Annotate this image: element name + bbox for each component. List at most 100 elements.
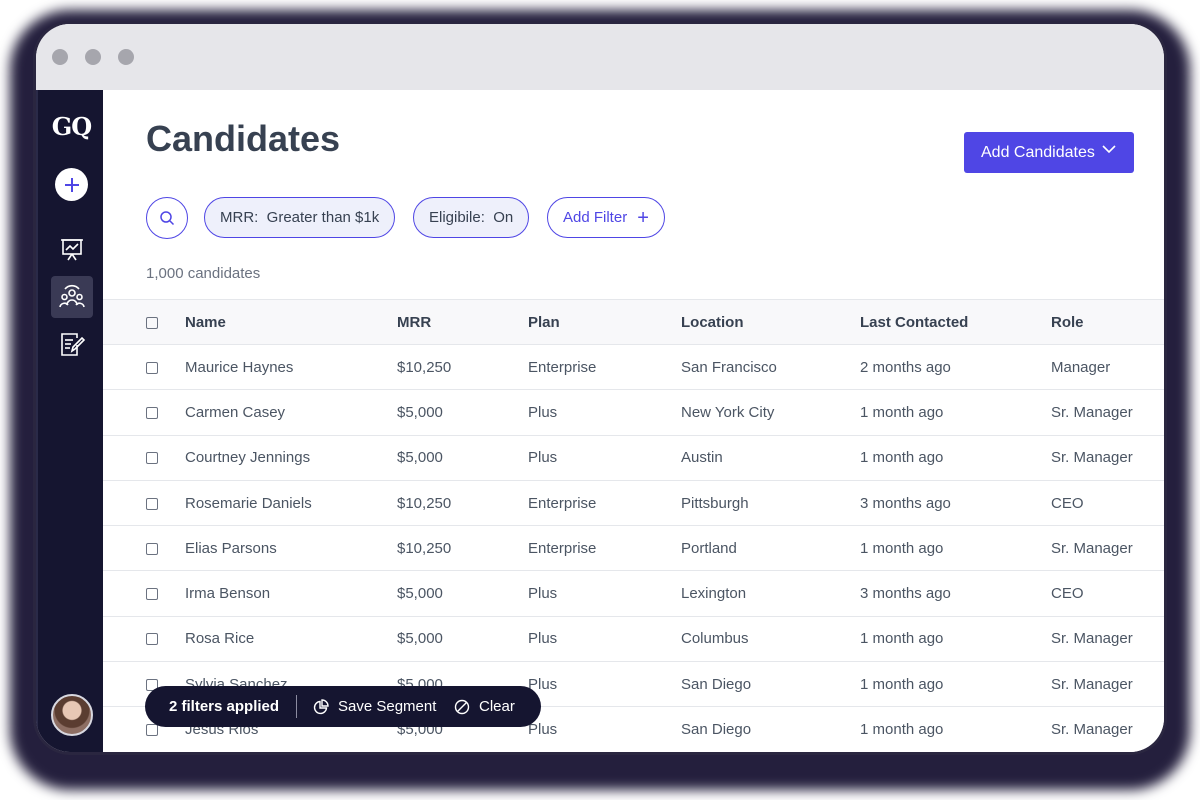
row-checkbox[interactable]: [146, 497, 158, 510]
clear-filters-button[interactable]: Clear: [454, 698, 515, 715]
table-row[interactable]: Irma Benson $5,000 Plus Lexington 3 months a…: [103, 571, 1164, 617]
sidebar: GQ: [36, 90, 103, 752]
cell-last-contacted: 1 month ago: [860, 539, 944, 557]
cell-mrr: $5,000: [397, 585, 443, 603]
cell-name: Irma Benson: [185, 585, 271, 603]
cell-plan: Enterprise: [528, 494, 597, 512]
chevron-down-icon: [1102, 145, 1116, 154]
cell-plan: Plus: [528, 675, 558, 693]
cell-last-contacted: 1 month ago: [860, 721, 944, 739]
save-segment-label: Save Segment: [338, 698, 437, 715]
row-checkbox[interactable]: [146, 406, 158, 419]
cell-role: Sr. Manager: [1051, 675, 1133, 693]
cell-name: Elias Parsons: [185, 539, 277, 557]
presentation-chart-icon: [61, 239, 83, 261]
window-maximize-dot[interactable]: [118, 49, 134, 65]
cell-last-contacted: 1 month ago: [860, 630, 944, 648]
pie-chart-icon: [313, 698, 329, 714]
cell-plan: Plus: [528, 630, 558, 648]
cell-role: CEO: [1051, 585, 1084, 603]
add-candidates-button[interactable]: Add Candidates: [964, 132, 1134, 173]
divider: [296, 695, 297, 718]
row-checkbox[interactable]: [146, 542, 158, 555]
row-checkbox[interactable]: [146, 633, 158, 646]
users-icon: [59, 284, 85, 308]
cell-mrr: $5,000: [397, 403, 443, 421]
cell-mrr: $10,250: [397, 539, 452, 557]
add-filter-button[interactable]: Add Filter +: [547, 197, 665, 238]
cell-role: Sr. Manager: [1051, 721, 1133, 739]
cell-location: Pittsburgh: [681, 494, 749, 512]
cell-role: Sr. Manager: [1051, 630, 1133, 648]
row-checkbox[interactable]: [146, 361, 158, 374]
cell-location: New York City: [681, 403, 775, 421]
filters-applied-count: 2 filters applied: [169, 698, 280, 715]
cell-last-contacted: 1 month ago: [860, 675, 944, 693]
cell-plan: Plus: [528, 721, 558, 739]
table-row[interactable]: Elias Parsons $10,250 Enterprise Portland 1 …: [103, 526, 1164, 571]
column-header-last-contacted[interactable]: Last Contacted: [860, 313, 969, 331]
row-checkbox[interactable]: [146, 724, 158, 737]
column-header-name[interactable]: Name: [185, 313, 226, 331]
add-candidates-label: Add Candidates: [981, 143, 1095, 161]
sidebar-item-dashboard[interactable]: [51, 228, 93, 270]
clear-label: Clear: [479, 698, 515, 715]
cell-mrr: $10,250: [397, 494, 452, 512]
cell-plan: Enterprise: [528, 539, 597, 557]
table-row[interactable]: Carmen Casey $5,000 Plus New York City 1 mon…: [103, 390, 1164, 436]
save-segment-button[interactable]: Save Segment: [313, 698, 436, 715]
column-header-role[interactable]: Role: [1051, 313, 1084, 331]
cell-mrr: $5,000: [397, 449, 443, 467]
cell-location: San Diego: [681, 675, 752, 693]
cell-name: Carmen Casey: [185, 403, 286, 421]
cell-name: Rosa Rice: [185, 630, 255, 648]
cell-location: Austin: [681, 449, 723, 467]
window-minimize-dot[interactable]: [85, 49, 101, 65]
cell-location: Columbus: [681, 630, 749, 648]
table-row[interactable]: Rosemarie Daniels $10,250 Enterprise Pittsb…: [103, 480, 1164, 526]
column-header-plan[interactable]: Plan: [528, 313, 560, 331]
title-bar: [36, 24, 1164, 90]
table-row[interactable]: Jesus Rios $5,000 Plus San Diego 1 month ago…: [103, 707, 1164, 752]
cell-location: San Francisco: [681, 358, 777, 376]
cell-name: Rosemarie Daniels: [185, 494, 312, 512]
window-close-dot[interactable]: [52, 49, 68, 65]
cell-name: Maurice Haynes: [185, 358, 294, 376]
row-checkbox[interactable]: [146, 588, 158, 601]
candidates-table-container: Name MRR Plan Location Last Contacted Ro…: [103, 299, 1164, 752]
cell-plan: Plus: [528, 403, 558, 421]
cell-last-contacted: 1 month ago: [860, 403, 944, 421]
cell-location: Lexington: [681, 585, 747, 603]
cell-role: Sr. Manager: [1051, 403, 1133, 421]
cell-mrr: $5,000: [397, 630, 443, 648]
app-logo: GQ: [51, 112, 92, 141]
column-header-location[interactable]: Location: [681, 313, 744, 331]
cell-last-contacted: 3 months ago: [860, 585, 951, 603]
user-avatar[interactable]: [51, 694, 93, 736]
filter-chip-eligible[interactable]: Eligibile: On: [413, 197, 530, 238]
cell-role: CEO: [1051, 494, 1084, 512]
column-header-mrr[interactable]: MRR: [397, 313, 432, 331]
table-row[interactable]: Maurice Haynes $10,250 Enterprise San Franc…: [103, 345, 1164, 390]
ban-icon: [454, 699, 470, 714]
sidebar-item-notes[interactable]: [51, 324, 93, 366]
sidebar-item-candidates[interactable]: [51, 276, 93, 318]
table-row[interactable]: Rosa Rice $5,000 Plus Columbus 1 month ago Sr…: [103, 616, 1164, 662]
cell-role: Manager: [1051, 358, 1111, 376]
cell-plan: Enterprise: [528, 358, 597, 376]
select-all-checkbox[interactable]: [146, 316, 158, 329]
cell-last-contacted: 2 months ago: [860, 358, 951, 376]
cell-last-contacted: 3 months ago: [860, 494, 951, 512]
page-title: Candidates: [146, 118, 341, 159]
plus-icon: +: [637, 206, 649, 229]
row-checkbox[interactable]: [146, 452, 158, 465]
candidates-table: Name MRR Plan Location Last Contacted Ro…: [103, 299, 1164, 752]
cell-role: Sr. Manager: [1051, 539, 1133, 557]
search-button[interactable]: [146, 197, 188, 239]
table-row[interactable]: Courtney Jennings $5,000 Plus Austin 1 month…: [103, 435, 1164, 481]
search-icon: [160, 211, 175, 226]
create-button[interactable]: [55, 168, 88, 201]
app-window: GQ: [36, 24, 1164, 752]
filter-action-bar: 2 filters applied Save Segment Clear: [145, 686, 541, 727]
filter-chip-mrr[interactable]: MRR: Greater than $1k: [204, 197, 396, 238]
